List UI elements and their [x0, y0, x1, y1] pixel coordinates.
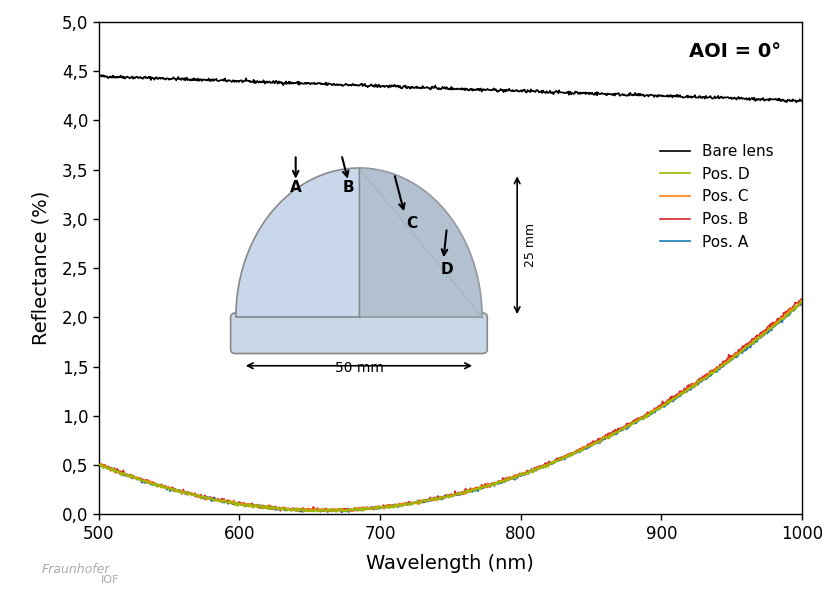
Y-axis label: Reflectance (%): Reflectance (%) [32, 191, 51, 346]
Pos. D [795, 298, 805, 305]
Pos. A [337, 509, 347, 516]
Pos. D [655, 405, 665, 412]
Pos. B [94, 460, 104, 467]
Pos. D [404, 500, 414, 507]
Pos. A [655, 403, 665, 410]
Bare lens [96, 71, 106, 79]
Bare lens [577, 90, 587, 97]
Line: Pos. C: Pos. C [99, 301, 802, 512]
Pos. A [797, 301, 807, 308]
Line: Pos. D: Pos. D [99, 301, 802, 512]
Text: IOF: IOF [101, 575, 119, 585]
Pos. D [577, 446, 587, 454]
Pos. C [655, 404, 665, 411]
Bare lens [379, 82, 389, 89]
Pos. B [404, 499, 414, 506]
Pos. C [94, 462, 104, 469]
Bare lens [791, 98, 801, 106]
Pos. B [336, 508, 346, 515]
Text: Fraunhofer: Fraunhofer [42, 563, 111, 576]
Pos. C [577, 445, 587, 452]
Pos. B [643, 409, 653, 416]
Line: Bare lens: Bare lens [99, 75, 802, 102]
Pos. D [332, 508, 342, 515]
Pos. C [298, 508, 308, 515]
Pos. A [94, 460, 104, 467]
Pos. A [404, 499, 414, 506]
Line: Pos. A: Pos. A [99, 304, 802, 512]
Pos. A [166, 484, 176, 491]
X-axis label: Wavelength (nm): Wavelength (nm) [366, 554, 535, 573]
Pos. D [379, 503, 389, 510]
Bare lens [94, 72, 104, 79]
Pos. B [797, 295, 807, 302]
Pos. B [379, 502, 389, 509]
Pos. A [379, 505, 389, 512]
Pos. C [404, 500, 414, 508]
Text: AOI = 0°: AOI = 0° [689, 41, 781, 61]
Pos. A [643, 413, 653, 420]
Pos. D [166, 484, 176, 491]
Bare lens [404, 83, 414, 91]
Bare lens [655, 92, 665, 100]
Pos. C [796, 297, 806, 304]
Pos. D [797, 299, 807, 307]
Bare lens [643, 92, 653, 99]
Pos. D [643, 411, 653, 418]
Pos. A [577, 446, 587, 454]
Line: Pos. B: Pos. B [99, 299, 802, 512]
Legend: Bare lens, Pos. D, Pos. C, Pos. B, Pos. A: Bare lens, Pos. D, Pos. C, Pos. B, Pos. … [654, 138, 780, 256]
Pos. C [166, 484, 176, 491]
Pos. B [577, 446, 587, 454]
Bare lens [166, 76, 176, 83]
Bare lens [797, 97, 807, 104]
Pos. D [94, 461, 104, 469]
Pos. C [797, 297, 807, 304]
Pos. B [166, 485, 176, 493]
Pos. B [655, 402, 665, 409]
Pos. C [643, 411, 653, 418]
Pos. C [379, 505, 389, 512]
